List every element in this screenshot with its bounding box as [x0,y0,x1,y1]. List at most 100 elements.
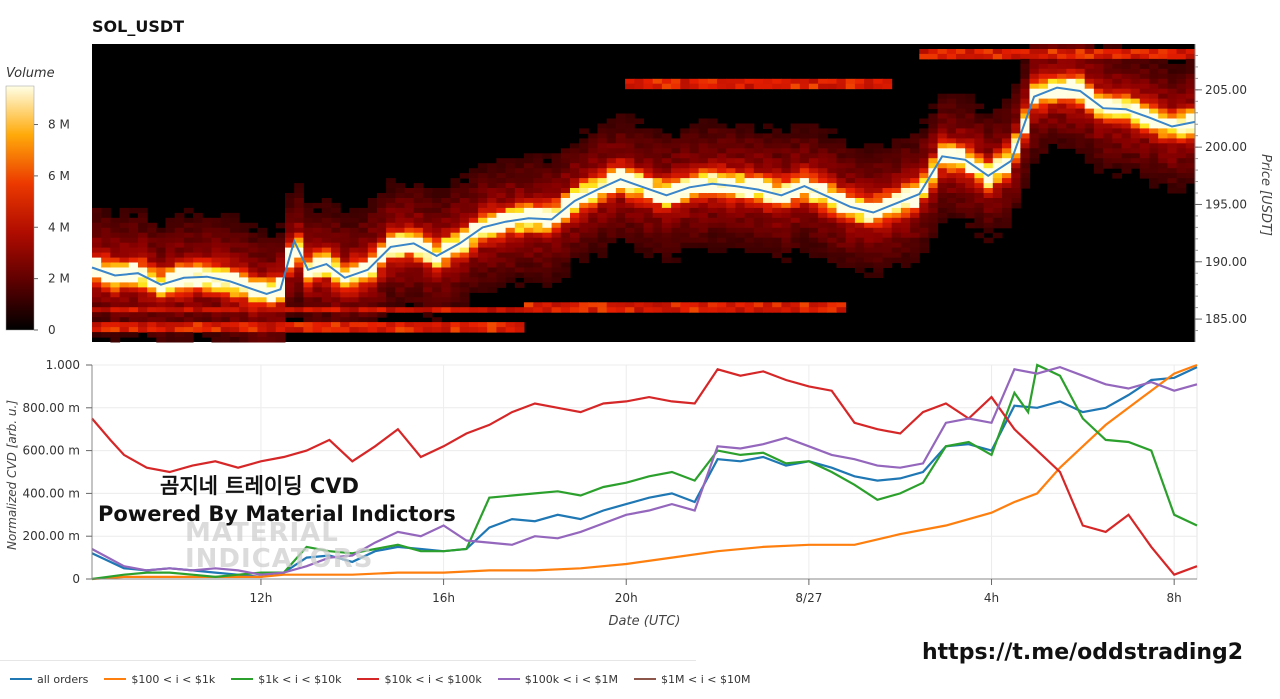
heatmap-cell [165,292,176,298]
heatmap-cell [836,143,847,149]
heatmap-cell [744,198,755,204]
heatmap-cell [790,232,801,239]
heatmap-cell [147,287,157,293]
heatmap-cell [1066,98,1076,105]
heatmap-cell [1020,158,1031,164]
heatmap-cell [239,247,249,254]
heatmap-cell [358,222,369,229]
heatmap-cell [772,143,782,149]
heatmap-cell [1084,143,1095,149]
heatmap-cell [312,212,323,219]
heatmap-cell [661,232,672,239]
heatmap-cell [92,287,102,293]
legend-item[interactable]: $100k < i < $1M [497,673,618,686]
heatmap-cell [285,277,295,283]
heatmap-cell [763,178,773,184]
heatmap-cell [496,267,507,273]
heatmap-cell [321,227,332,234]
heatmap-cell [432,198,442,204]
heatmap-cell [1084,103,1095,110]
heatmap-cell [432,317,442,323]
heatmap-cell [726,78,736,85]
heatmap-cell [772,222,782,229]
heatmap-cell [367,282,378,288]
heatmap-cell [248,232,258,239]
heatmap-cell [110,277,121,283]
heatmap-cell [808,307,819,313]
heatmap-cell [919,212,929,219]
heatmap-cell [1075,113,1086,119]
heatmap-cell [956,128,966,134]
heatmap-cell [358,292,369,298]
heatmap-cell [257,277,268,283]
heatmap-cell [211,262,222,268]
heatmap-cell [799,222,810,229]
heatmap-cell [138,227,148,234]
heatmap-cell [1011,183,1021,189]
heatmap-cell [1185,103,1196,110]
legend-swatch [104,678,127,680]
heatmap-cell [422,287,433,293]
heatmap-cell [229,312,240,318]
heatmap-cell [845,242,856,249]
heatmap-cell [597,222,608,229]
heatmap-cell [1093,68,1104,75]
heatmap-cell [147,292,157,298]
telegram-link[interactable]: https://t.me/oddstrading2 [922,640,1244,665]
heatmap-cell [845,207,856,214]
legend-item[interactable]: $1k < i < $10k [231,673,341,686]
heatmap-cell [487,173,497,179]
heatmap-cell [376,302,387,308]
heatmap-cell [753,198,764,204]
heatmap-cell [331,252,341,259]
heatmap-cell [1011,88,1021,95]
legend-item[interactable]: $10k < i < $100k [357,673,482,686]
heatmap-cell [321,257,332,264]
heatmap-cell [919,163,929,169]
legend-item[interactable]: $1M < i < $10M [634,673,750,686]
heatmap-cell [533,202,543,209]
heatmap-cell [1093,53,1104,60]
legend-item[interactable]: $100 < i < $1k [104,673,215,686]
heatmap-cell [1066,108,1076,115]
heatmap-cell [615,198,626,204]
heatmap-cell [827,173,837,179]
legend-item[interactable]: all orders [10,673,88,686]
heatmap-cell [174,237,185,244]
heatmap-cell [1130,158,1141,164]
heatmap-cell [1093,143,1104,149]
heatmap-cell [321,287,332,293]
heatmap-cell [910,183,920,189]
heatmap-cell [551,202,562,209]
heatmap-cell [919,158,929,164]
heatmap-cell [671,217,681,224]
heatmap-cell [110,217,121,224]
heatmap-cell [643,163,654,169]
heatmap-cell [110,247,121,254]
heatmap-cell [744,168,755,174]
heatmap-cell [165,302,176,308]
heatmap-cell [468,202,479,209]
heatmap-cell [1149,143,1159,149]
heatmap-cell [873,257,883,264]
heatmap-cell [891,138,902,144]
heatmap-cell [174,322,185,328]
heatmap-cell [753,232,764,239]
heatmap-cell [404,198,415,204]
heatmap-cell [395,297,405,303]
heatmap-cell [873,227,883,234]
heatmap-cell [854,207,865,214]
heatmap-cell [312,237,323,244]
heatmap-cell [689,188,700,194]
heatmap-cell [615,118,626,124]
heatmap-cell [1011,123,1021,129]
heatmap-cell [946,118,957,124]
heatmap-cell [818,148,828,154]
heatmap-cell [459,282,470,288]
heatmap-cell [983,148,994,154]
heatmap-cell [1038,44,1049,50]
heatmap-cell [753,202,764,209]
heatmap-cell [1176,168,1187,174]
heatmap-cell [395,277,405,283]
heatmap-cell [239,307,249,313]
